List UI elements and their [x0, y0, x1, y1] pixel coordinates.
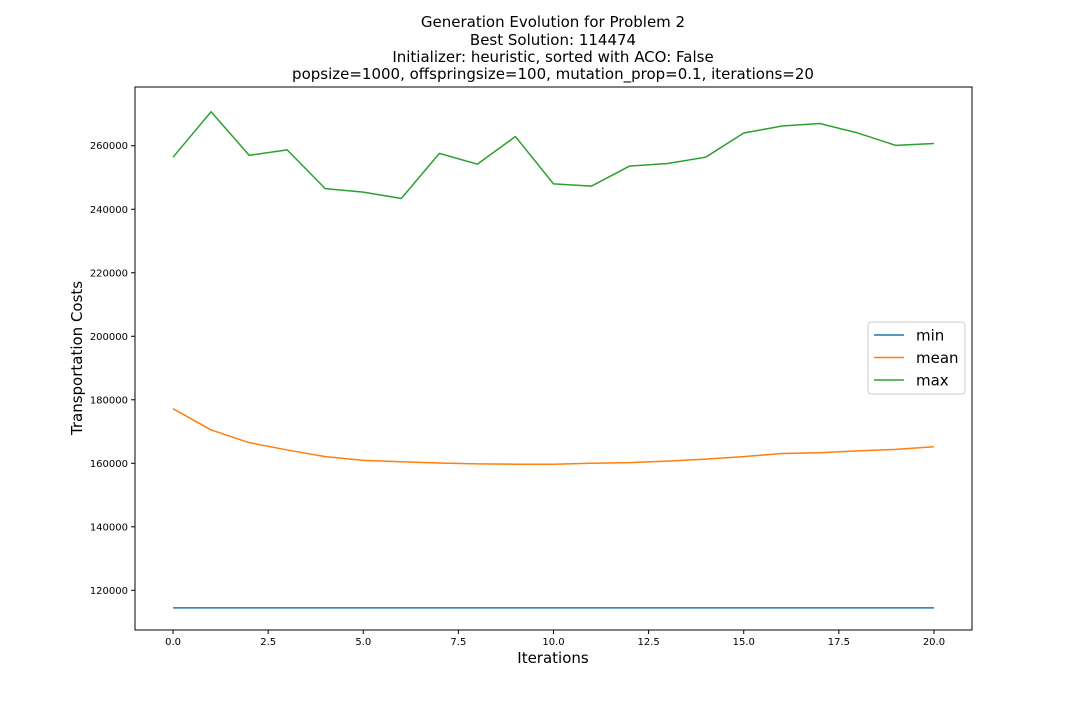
legend-label-max: max	[916, 372, 949, 390]
legend-label-mean: mean	[916, 349, 959, 367]
chart-title: Generation Evolution for Problem 2 Best …	[292, 13, 814, 84]
x-axis-ticks: 0.0 2.5 5.0 7.5 10.0 12.5 15.0 17.5 20.0	[165, 630, 945, 648]
series-layer	[172, 111, 934, 609]
x-tick-label: 0.0	[165, 637, 181, 648]
y-tick-label: 260000	[90, 141, 128, 152]
series-line-max	[172, 111, 934, 200]
chart-title-line-1: Generation Evolution for Problem 2	[421, 13, 685, 31]
legend-label-min: min	[916, 327, 944, 345]
x-tick-label: 5.0	[355, 637, 371, 648]
legend: min mean max	[867, 321, 966, 395]
x-tick-label: 7.5	[450, 637, 466, 648]
legend-item-max: max	[874, 372, 949, 390]
y-tick-label: 180000	[90, 395, 128, 406]
y-tick-label: 220000	[90, 268, 128, 279]
series-line-mean	[172, 408, 934, 465]
y-tick-label: 140000	[90, 522, 128, 533]
x-tick-label: 12.5	[637, 637, 659, 648]
legend-item-min: min	[874, 327, 944, 345]
x-tick-label: 10.0	[542, 637, 564, 648]
chart-title-line-3: Initializer: heuristic, sorted with ACO:…	[392, 48, 713, 66]
plot-area-frame	[134, 86, 973, 631]
legend-item-mean: mean	[874, 349, 959, 367]
y-axis-label: Transportation Costs	[68, 281, 86, 436]
y-axis-ticks: 120000 140000 160000 180000 200000 220000 2400…	[90, 141, 135, 597]
x-tick-label: 17.5	[828, 637, 850, 648]
y-tick-label: 160000	[90, 459, 128, 470]
y-tick-label: 200000	[90, 332, 128, 343]
y-tick-label: 240000	[90, 205, 128, 216]
x-tick-label: 2.5	[260, 637, 276, 648]
legend-frame	[867, 321, 966, 395]
y-tick-label: 120000	[90, 586, 128, 597]
chart-title-line-2: Best Solution: 114474	[470, 31, 636, 49]
legend-entries: min mean max	[874, 327, 959, 390]
x-tick-label: 20.0	[923, 637, 945, 648]
x-tick-label: 15.0	[733, 637, 755, 648]
chart-title-line-4: popsize=1000, offspringsize=100, mutatio…	[292, 65, 814, 84]
x-axis-label: Iterations	[517, 649, 589, 667]
